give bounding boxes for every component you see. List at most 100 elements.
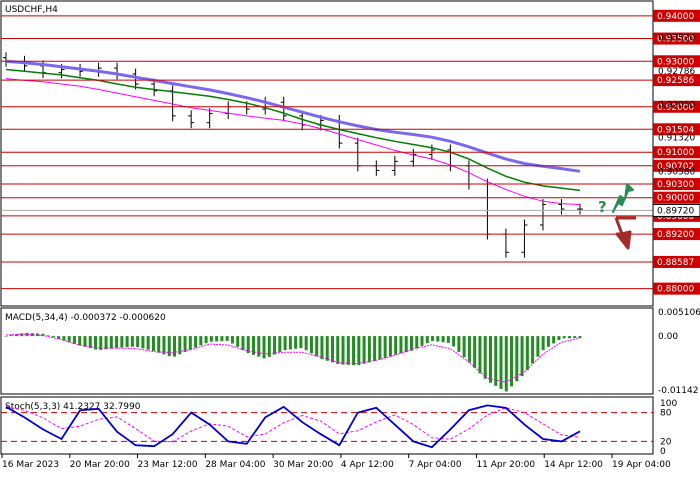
macd-bar (225, 336, 229, 341)
y-tick-label: 0.90580 (658, 167, 695, 177)
macd-bar (83, 336, 87, 347)
level-label-bg (653, 146, 700, 159)
current-price-label-bg (652, 203, 700, 217)
macd-bar (409, 336, 413, 351)
level-label-bg (653, 9, 700, 22)
y-tick-label: 0.92050 (658, 100, 695, 110)
macd-bar (273, 336, 277, 355)
level-label: 0.93500 (657, 35, 694, 45)
macd-bar (373, 336, 377, 362)
macd-signal-line (5, 333, 581, 383)
level-label: 0.90702 (657, 162, 694, 172)
macd-bar (557, 336, 561, 341)
macd-bar (15, 334, 19, 337)
macd-bar (578, 336, 582, 338)
macd-bar (567, 336, 571, 339)
macd-bar (336, 336, 340, 364)
macd-bar (204, 336, 208, 344)
macd-bar (473, 336, 477, 368)
macd-bar (504, 336, 508, 392)
level-label: 0.88587 (657, 258, 694, 268)
macd-bar (346, 336, 350, 365)
level-label-bg (653, 55, 700, 68)
level-label: 0.89200 (657, 230, 694, 240)
macd-y-tick-label: -0.01142 (658, 386, 698, 396)
macd-bar (383, 336, 387, 358)
y-tick-label: 0.92786 (658, 67, 695, 77)
x-tick-label: 20 Mar 20:00 (70, 460, 130, 470)
level-label-bg (653, 74, 700, 87)
macd-bar (536, 336, 540, 357)
price-panel (0, 0, 654, 307)
x-tick-label: 23 Mar 12:00 (138, 460, 198, 470)
macd-bar (457, 336, 461, 352)
macd-bar (88, 336, 92, 349)
macd-bar (167, 336, 171, 357)
macd-bar (315, 336, 319, 357)
macd-bar (520, 336, 524, 377)
level-label: 0.88000 (657, 285, 694, 295)
macd-bar (483, 336, 487, 379)
down-arrow-icon (614, 216, 636, 250)
macd-bar (46, 335, 50, 337)
macd-bar (41, 333, 45, 337)
macd-bar (178, 336, 182, 355)
stoch-signal-line (5, 406, 581, 443)
macd-bar (136, 336, 140, 348)
macd-bar (378, 336, 382, 360)
macd-bar (299, 336, 303, 349)
macd-bar (552, 336, 556, 344)
macd-bar (467, 336, 471, 363)
macd-bar (320, 336, 324, 360)
level-label-bg (653, 159, 700, 172)
macd-bar (94, 336, 98, 350)
macd-bar (436, 336, 440, 342)
macd-bar (452, 336, 456, 347)
macd-bar (294, 336, 298, 349)
macd-bar (199, 336, 203, 346)
stoch-panel (0, 396, 654, 455)
macd-bar (130, 336, 134, 347)
macd-bar (357, 336, 361, 366)
macd-bar (157, 336, 161, 353)
macd-bar (72, 336, 76, 344)
macd-bar (462, 336, 466, 358)
macd-bar (267, 336, 271, 357)
macd-bar (257, 336, 261, 357)
macd-bar (183, 336, 187, 352)
macd-bar (515, 336, 519, 382)
macd-bar (67, 336, 71, 343)
level-label: 0.93000 (657, 57, 694, 67)
macd-bar (309, 336, 313, 354)
macd-bar (215, 336, 219, 342)
y-tick-label: 0.93520 (658, 34, 695, 44)
macd-bar (573, 336, 577, 339)
macd-bar (541, 336, 545, 351)
macd-panel-title: MACD(5,34,4) -0.000372 -0.000620 (5, 313, 166, 323)
macd-bar (352, 336, 356, 366)
macd-bar (441, 336, 445, 343)
macd-bar (9, 335, 13, 337)
macd-bar (162, 336, 166, 355)
level-label-bg (653, 100, 700, 113)
macd-bar (125, 336, 129, 348)
level-label-bg (653, 178, 700, 191)
macd-bar (236, 336, 240, 347)
stoch-panel-title: Stoch(5,3,3) 41.2327 32.7990 (5, 402, 141, 412)
macd-bar (188, 336, 192, 350)
x-tick-label: 30 Mar 20:00 (273, 460, 333, 470)
level-label-bg (653, 228, 700, 241)
stoch-y-tick-label: 80 (660, 409, 672, 419)
macd-bar (341, 336, 345, 365)
up-arrow-icon (612, 183, 634, 213)
macd-bar (262, 336, 266, 359)
macd-bar (230, 336, 234, 344)
macd-bar (141, 336, 145, 349)
macd-bar (488, 336, 492, 383)
macd-bar (494, 336, 498, 386)
macd-bar (399, 336, 403, 354)
macd-bar (209, 336, 213, 342)
macd-bar (330, 336, 334, 363)
macd-bar (278, 336, 282, 353)
x-tick-label: 11 Apr 20:00 (476, 460, 535, 470)
